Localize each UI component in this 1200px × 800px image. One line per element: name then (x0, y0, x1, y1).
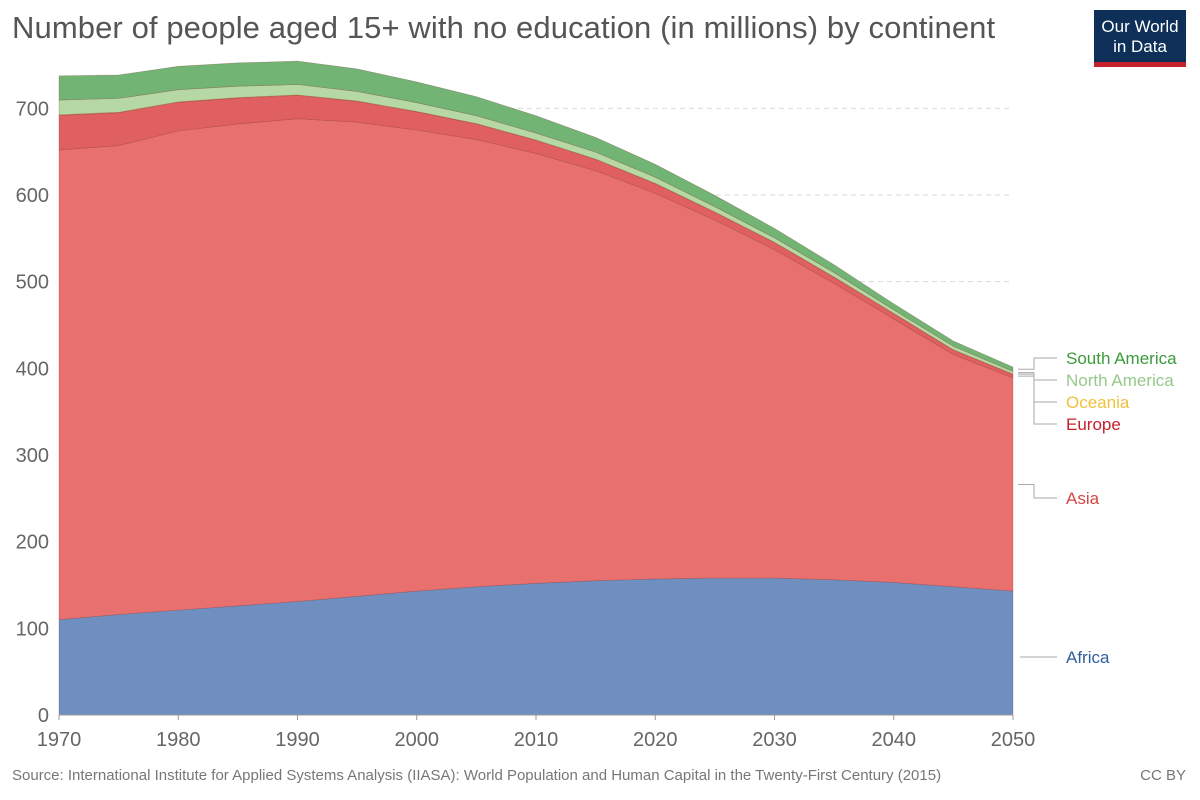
x-tick-label-1970: 1970 (37, 729, 82, 751)
area-series-group (58, 60, 1014, 716)
x-tick-label-2020: 2020 (633, 729, 678, 751)
owid-logo[interactable]: Our World in Data (1094, 10, 1186, 67)
y-tick-label-700: 700 (16, 98, 49, 120)
x-tick-label-2030: 2030 (752, 729, 797, 751)
y-axis: 0 100 200 300 400 500 600 700 (16, 98, 49, 727)
area-oceania (58, 94, 1014, 375)
y-tick-label-0: 0 (38, 705, 49, 727)
legend-connector-europe (1018, 375, 1057, 425)
legend-label-africa: Africa (1066, 648, 1110, 667)
y-tick-label-600: 600 (16, 185, 49, 207)
legend-label-asia: Asia (1066, 489, 1100, 508)
x-tick-label-2010: 2010 (514, 729, 559, 751)
y-tick-label-300: 300 (16, 445, 49, 467)
area-asia (58, 118, 1014, 620)
chart-title: Number of people aged 15+ with no educat… (12, 10, 996, 45)
y-tick-label-500: 500 (16, 272, 49, 294)
area-south-america (58, 60, 1014, 372)
legend-connector-oceania (1018, 373, 1057, 403)
legend: Africa Asia Europe Oceania North America Sout… (1018, 349, 1177, 667)
legend-connector-north-america (1018, 372, 1057, 381)
y-tick-label-400: 400 (16, 358, 49, 380)
legend-label-north-america: North America (1066, 371, 1174, 390)
y-tick-label-200: 200 (16, 532, 49, 554)
x-tick-label-2050: 2050 (991, 729, 1036, 751)
logo-line-2: in Data (1113, 37, 1167, 56)
x-tick-label-2040: 2040 (872, 729, 917, 751)
legend-connector-south-america (1018, 357, 1057, 370)
legend-label-south-america: South America (1066, 349, 1177, 368)
source-note: Source: International Institute for Appl… (12, 767, 942, 784)
legend-label-europe: Europe (1066, 415, 1121, 434)
license-link[interactable]: CC BY (1140, 767, 1186, 784)
legend-connector-asia (1018, 483, 1057, 499)
x-tick-label-1990: 1990 (275, 729, 320, 751)
logo-line-1: Our World (1101, 17, 1179, 36)
x-tick-label-1980: 1980 (156, 729, 201, 751)
y-tick-label-100: 100 (16, 618, 49, 640)
legend-label-oceania: Oceania (1066, 393, 1130, 412)
x-tick-label-2000: 2000 (395, 729, 440, 751)
x-axis: 1970 1980 1990 2000 2010 2020 2030 2040 2050 (37, 714, 1036, 751)
